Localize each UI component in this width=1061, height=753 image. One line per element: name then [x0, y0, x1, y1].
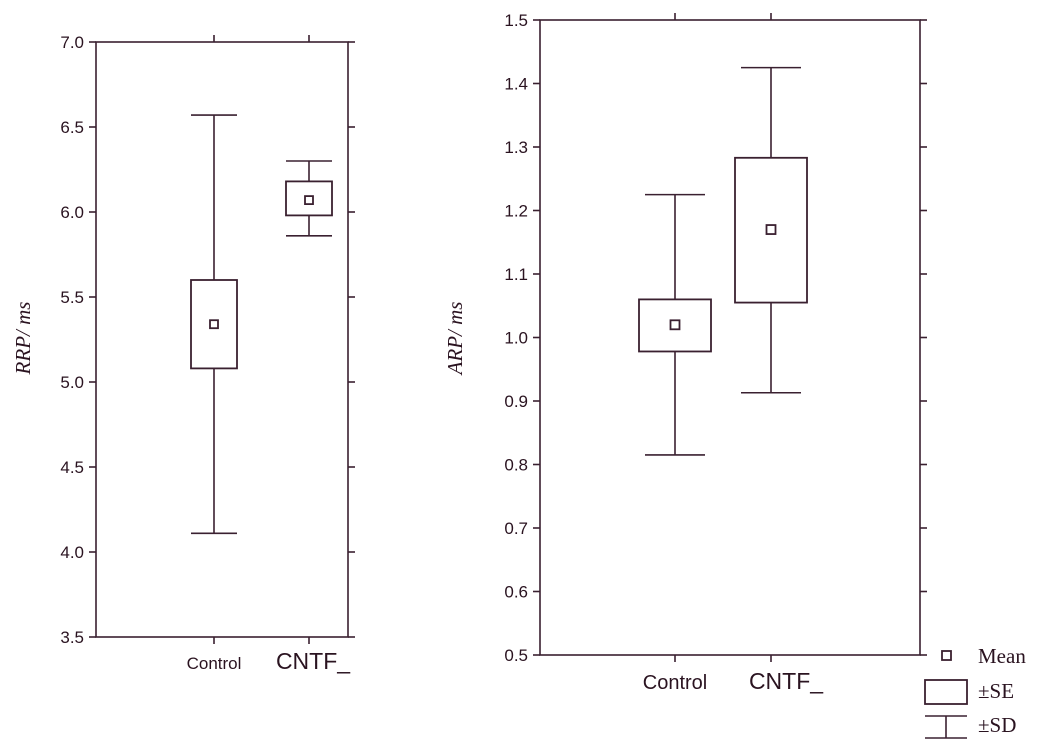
y-tick-label: 0.8 — [504, 456, 528, 475]
category-label-cntf-right: CNTF_ — [749, 668, 824, 694]
category-label-control-right: Control — [643, 672, 707, 694]
y-tick-label: 7.0 — [60, 33, 84, 52]
y-tick-label: 0.6 — [504, 583, 528, 602]
legend-sd-label: ±SD — [978, 713, 1016, 737]
mean-marker-control — [209, 319, 219, 330]
legend-mean-icon — [941, 650, 952, 661]
y-tick-label: 0.5 — [504, 646, 528, 665]
y-axis-right: 0.5 0.6 0.7 0.8 0.9 1.0 1.1 1.2 1.3 1.4 1.5 — [504, 11, 927, 665]
y-tick-label: 1.1 — [504, 265, 528, 284]
chart-panel-arp: 0.5 0.6 0.7 0.8 0.9 1.0 1.1 1.2 1.3 1.4 1.5 ARP/ m… — [443, 11, 927, 694]
y-tick-label: 1.4 — [504, 75, 528, 94]
y-tick-label: 5.0 — [60, 373, 84, 392]
plot-frame-right — [539, 19, 921, 656]
y-tick-label: 4.0 — [60, 543, 84, 562]
y-tick-label: 4.5 — [60, 458, 84, 477]
y-tick-label: 5.5 — [60, 288, 84, 307]
y-axis-left: 3.5 4.0 4.5 5.0 5.5 6.0 6.5 7.0 — [60, 33, 355, 647]
y-tick-label: 0.7 — [504, 519, 528, 538]
category-label-control-left: Control — [187, 654, 242, 673]
category-label-cntf-left: CNTF_ — [276, 648, 351, 674]
marks-left — [190, 114, 333, 535]
y-tick-label: 3.5 — [60, 628, 84, 647]
marks-right — [638, 66, 808, 456]
mean-marker-cntf — [765, 224, 777, 235]
legend-se-icon — [924, 679, 968, 705]
y-tick-label: 0.9 — [504, 392, 528, 411]
plot-frame-left — [95, 41, 349, 638]
y-axis-label-left: RRP/ ms — [11, 302, 35, 376]
legend-mean-label: Mean — [978, 644, 1026, 668]
chart-panel-rrp: 3.5 4.0 4.5 5.0 5.5 6.0 6.5 7.0 RRP/ ms Control… — [11, 33, 355, 674]
mean-marker-cntf — [304, 195, 314, 206]
y-tick-label: 1.5 — [504, 11, 528, 30]
y-tick-label: 1.0 — [504, 329, 528, 348]
y-tick-label: 1.2 — [504, 202, 528, 221]
y-axis-label-right: ARP/ ms — [443, 302, 467, 377]
legend-sd-icon — [925, 715, 967, 739]
legend-se-label: ±SE — [978, 679, 1014, 703]
y-tick-label: 6.0 — [60, 203, 84, 222]
mean-marker-control — [669, 319, 681, 331]
y-tick-label: 6.5 — [60, 118, 84, 137]
legend: Mean ±SE ±SD — [924, 644, 1026, 739]
y-tick-label: 1.3 — [504, 138, 528, 157]
